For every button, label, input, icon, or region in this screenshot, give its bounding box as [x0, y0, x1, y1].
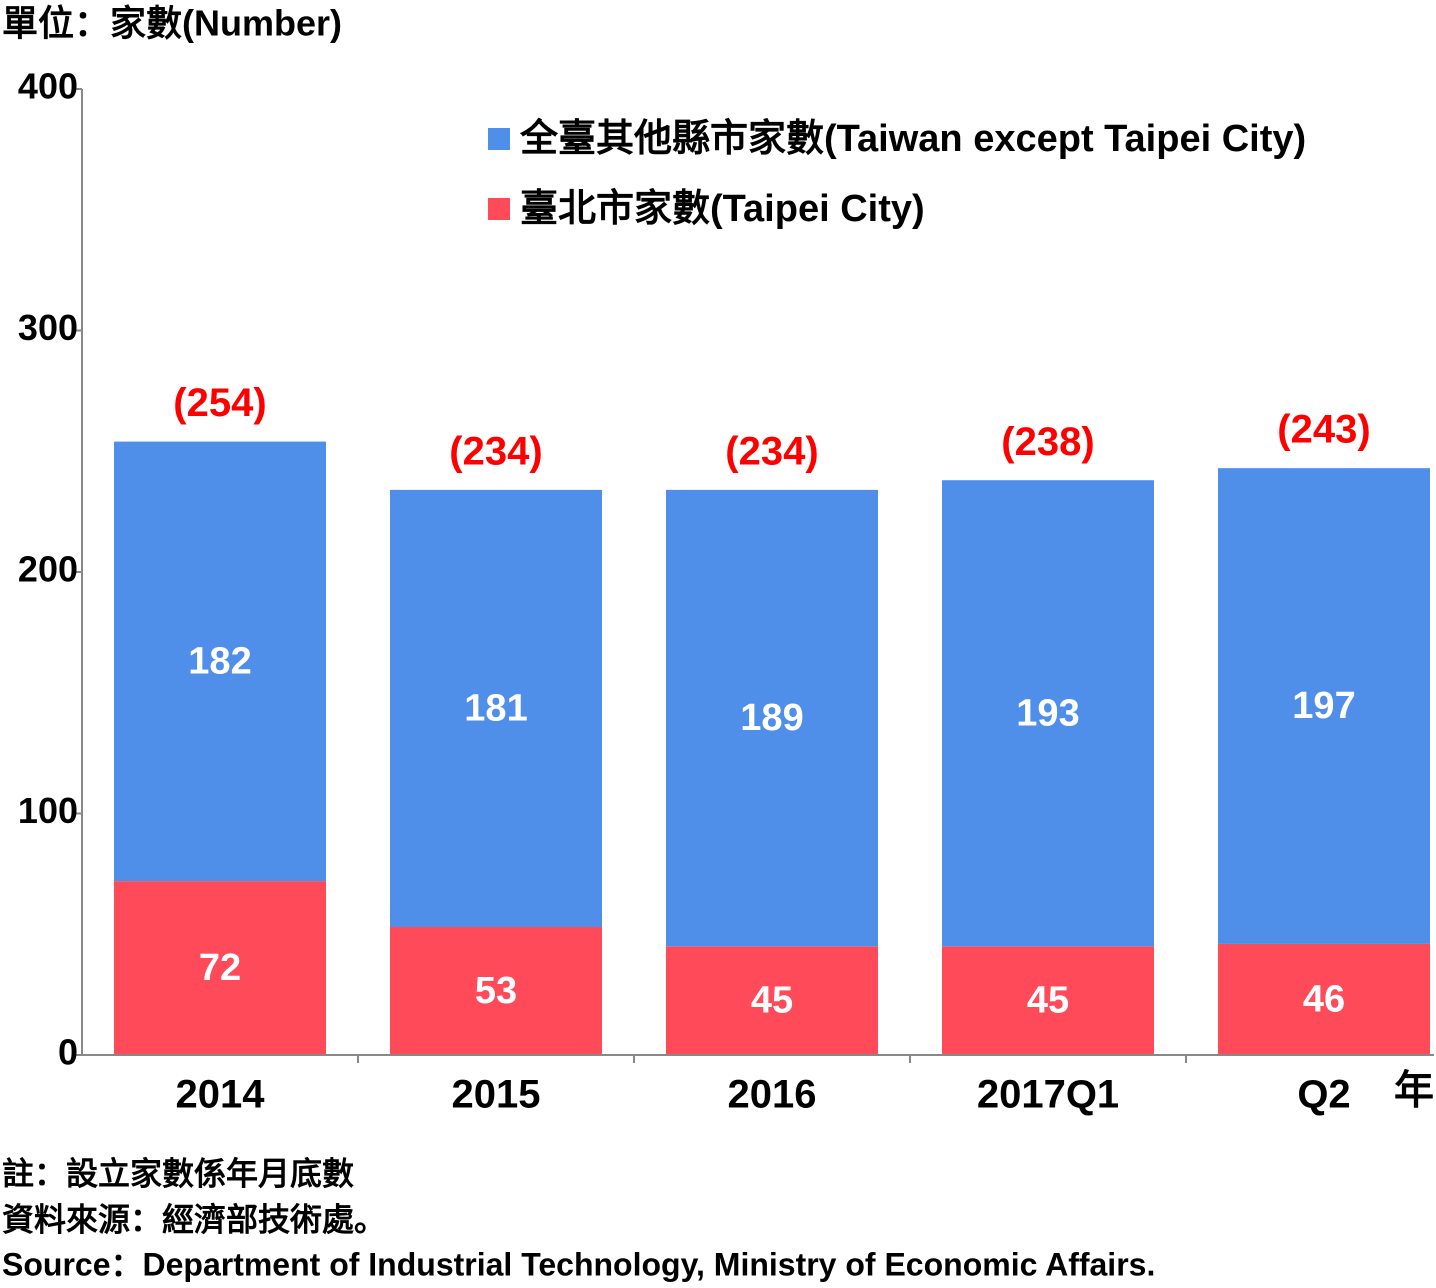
bar-segment — [1218, 468, 1430, 944]
bar-segment — [1218, 943, 1430, 1055]
y-tick-label: 100 — [18, 790, 78, 831]
data-label: 189 — [740, 697, 803, 739]
legend-label: 臺北市家數(Taipei City) — [520, 188, 925, 230]
x-tick-label: 2014 — [176, 1073, 266, 1117]
legend-swatch — [488, 198, 510, 220]
y-tick-label: 200 — [18, 549, 78, 590]
total-label: (238) — [1001, 420, 1094, 464]
bar-segment — [942, 480, 1154, 947]
total-label: (234) — [449, 429, 542, 473]
data-label: 193 — [1016, 692, 1079, 734]
bar-segment — [666, 489, 878, 947]
x-tick-label: 2016 — [728, 1073, 817, 1117]
bar-segment — [390, 489, 602, 928]
total-label: (234) — [725, 429, 818, 473]
data-label: 45 — [1027, 980, 1069, 1022]
y-tick-label: 300 — [18, 307, 78, 348]
total-label: (243) — [1277, 408, 1370, 452]
x-tick-label: 2015 — [452, 1073, 541, 1117]
data-label: 181 — [464, 687, 527, 729]
y-axis-label: 單位：家數(Number) — [2, 3, 342, 44]
note: 註：設立家數係年月底數 — [2, 1155, 354, 1191]
bar-segment — [114, 881, 326, 1055]
note: Source：Department of Industrial Technolo… — [2, 1246, 1155, 1282]
x-tick-label: 2017Q1 — [977, 1073, 1119, 1117]
bar-segment — [942, 946, 1154, 1055]
data-label: 72 — [199, 947, 241, 989]
data-label: 53 — [475, 970, 517, 1012]
bar-segment — [114, 441, 326, 882]
data-label: 45 — [751, 980, 793, 1022]
x-tick-label: Q2 — [1297, 1073, 1350, 1117]
bar-segment — [666, 946, 878, 1055]
x-axis-label: 年 — [1394, 1069, 1434, 1113]
y-tick-label: 0 — [58, 1032, 78, 1073]
y-tick-label: 400 — [18, 66, 78, 107]
legend-swatch — [488, 128, 510, 150]
legend-label: 全臺其他縣市家數(Taiwan except Taipei City) — [519, 117, 1306, 160]
total-label: (254) — [173, 381, 266, 425]
data-label: 182 — [188, 640, 251, 682]
note: 資料來源：經濟部技術處。 — [2, 1201, 386, 1237]
data-label: 197 — [1292, 685, 1355, 727]
data-label: 46 — [1303, 978, 1345, 1020]
bar-segment — [390, 927, 602, 1055]
